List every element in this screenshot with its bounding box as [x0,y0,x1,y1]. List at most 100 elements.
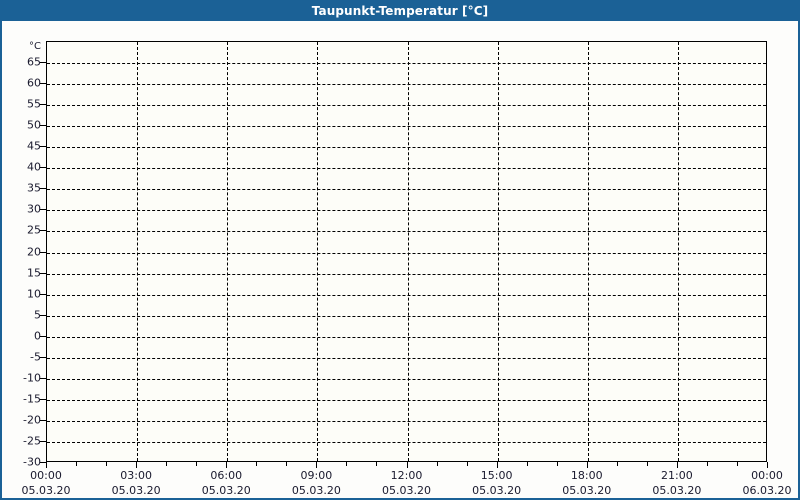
x-axis-major-tick [767,462,768,468]
x-axis-tick-label: 09:00 05.03.20 [271,468,361,498]
y-axis-tick-label: 45 [27,139,41,153]
x-axis-minor-tick [436,462,438,466]
y-axis-tick-label: 35 [27,181,41,195]
y-axis-tick-labels: 65 60 55 50 45 40 35 30 25 20 15 10 5 0 -5 -10 -15 -20 -25… [2,41,41,469]
vertical-gridline [137,42,139,461]
y-axis-tick-label: 65 [27,55,41,69]
y-axis-tick-label: -30 [23,455,41,469]
horizontal-gridline [47,147,766,149]
x-axis-tick-label: 18:00 05.03.20 [542,468,632,498]
y-axis-tick-label: -20 [23,413,41,427]
x-axis-minor-tick [76,462,78,466]
x-axis-minor-tick [256,462,258,466]
horizontal-gridline [47,210,766,212]
y-axis-tick [40,398,46,400]
y-axis-unit-label: °C [29,41,41,52]
x-axis-tick-time: 00:00 [751,469,783,482]
y-axis-tick [40,146,46,148]
x-axis-minor-tick [166,462,168,466]
x-axis-tick-label: 00:00 05.03.20 [2,468,91,498]
x-axis-major-tick [226,462,228,468]
horizontal-gridline [47,189,766,191]
y-axis-tick-label: 0 [34,329,41,343]
horizontal-gridline [47,420,766,422]
x-axis-minor-tick [706,462,708,466]
y-axis-tick-label: 5 [34,308,41,322]
x-axis-tick-label: 21:00 05.03.20 [632,468,722,498]
chart-title-bar: Taupunkt-Temperatur [°C] [2,0,798,21]
horizontal-gridline [47,231,766,233]
y-axis-tick [40,335,46,337]
x-axis-tick-date: 05.03.20 [382,484,431,497]
x-axis-major-tick [676,462,678,468]
horizontal-gridline [47,63,766,65]
x-axis-minor-tick [646,462,648,466]
x-axis-minor-tick [196,462,198,466]
x-axis-minor-tick [736,462,738,466]
page-title: Taupunkt-Temperatur [°C] [311,3,489,18]
horizontal-gridline [47,84,766,86]
x-axis-minor-tick [286,462,288,466]
y-axis-tick-label: -25 [23,434,41,448]
x-axis-tick-label: 03:00 05.03.20 [91,468,181,498]
x-axis-minor-tick [526,462,528,466]
x-axis-tick-date: 05.03.20 [291,484,341,497]
y-axis-tick [40,167,46,169]
y-axis-tick [40,230,46,232]
y-axis-tick [40,83,46,85]
x-axis-major-tick [406,462,408,468]
x-axis-tick-date: 05.03.20 [562,484,612,497]
y-axis-tick [40,125,46,127]
x-axis-major-tick [586,462,588,468]
horizontal-gridline [47,315,766,317]
x-axis-major-tick [496,462,498,468]
x-axis-tick-time: 21:00 [661,469,693,482]
horizontal-gridline [47,294,766,296]
x-axis-tick-time: 00:00 [30,469,62,482]
x-axis-tick-labels: 00:00 05.03.20 03:00 05.03.20 06:00 05.03.20 0… [22,468,792,498]
x-axis-major-tick [316,462,318,468]
x-axis-tick-date: 05.03.20 [111,484,161,497]
y-axis-tick [40,188,46,190]
vertical-gridline [497,42,499,461]
horizontal-gridline [47,168,766,170]
y-axis-tick-label: -10 [23,371,41,385]
y-axis-tick [40,462,46,463]
y-axis-tick [40,440,46,442]
horizontal-gridline [47,105,766,107]
vertical-gridline [317,42,319,461]
plot-grid [47,42,766,461]
x-axis-tick-time: 15:00 [480,469,513,482]
x-axis-tick-label: 15:00 05.03.20 [452,468,542,498]
y-axis-tick [40,251,46,253]
horizontal-gridline [47,126,766,128]
x-axis-tick-marks [46,462,768,470]
x-axis-minor-tick [556,462,558,466]
x-axis-tick-label: 12:00 05.03.20 [362,468,452,498]
plot-area [46,41,767,462]
x-axis-tick-time: 09:00 [300,469,333,482]
x-axis-tick-label: 06:00 05.03.20 [181,468,271,498]
x-axis-minor-tick [376,462,378,466]
vertical-gridline [407,42,409,461]
y-axis-tick [40,377,46,379]
y-axis-tick-label: 30 [27,202,41,216]
y-axis-tick [40,104,46,106]
x-axis-tick-date: 05.03.20 [472,484,522,497]
horizontal-gridline [47,399,766,401]
y-axis-tick-label: 50 [27,118,41,132]
x-axis-tick-date: 05.03.20 [652,484,702,497]
y-axis-tick-label: 25 [27,223,41,237]
y-axis-tick [40,419,46,421]
y-axis-tick [40,293,46,295]
horizontal-gridline [47,252,766,254]
y-axis-tick-label: -5 [30,350,41,364]
x-axis-tick-label: 00:00 06.03.20 [722,468,798,498]
x-axis-tick-time: 12:00 [390,469,423,482]
x-axis-minor-tick [346,462,348,466]
y-axis-tick-label: -15 [23,392,41,406]
x-axis-tick-date: 06.03.20 [742,484,792,497]
x-axis-minor-tick [616,462,618,466]
horizontal-gridline [47,336,766,338]
y-axis-tick-label: 10 [27,287,41,301]
